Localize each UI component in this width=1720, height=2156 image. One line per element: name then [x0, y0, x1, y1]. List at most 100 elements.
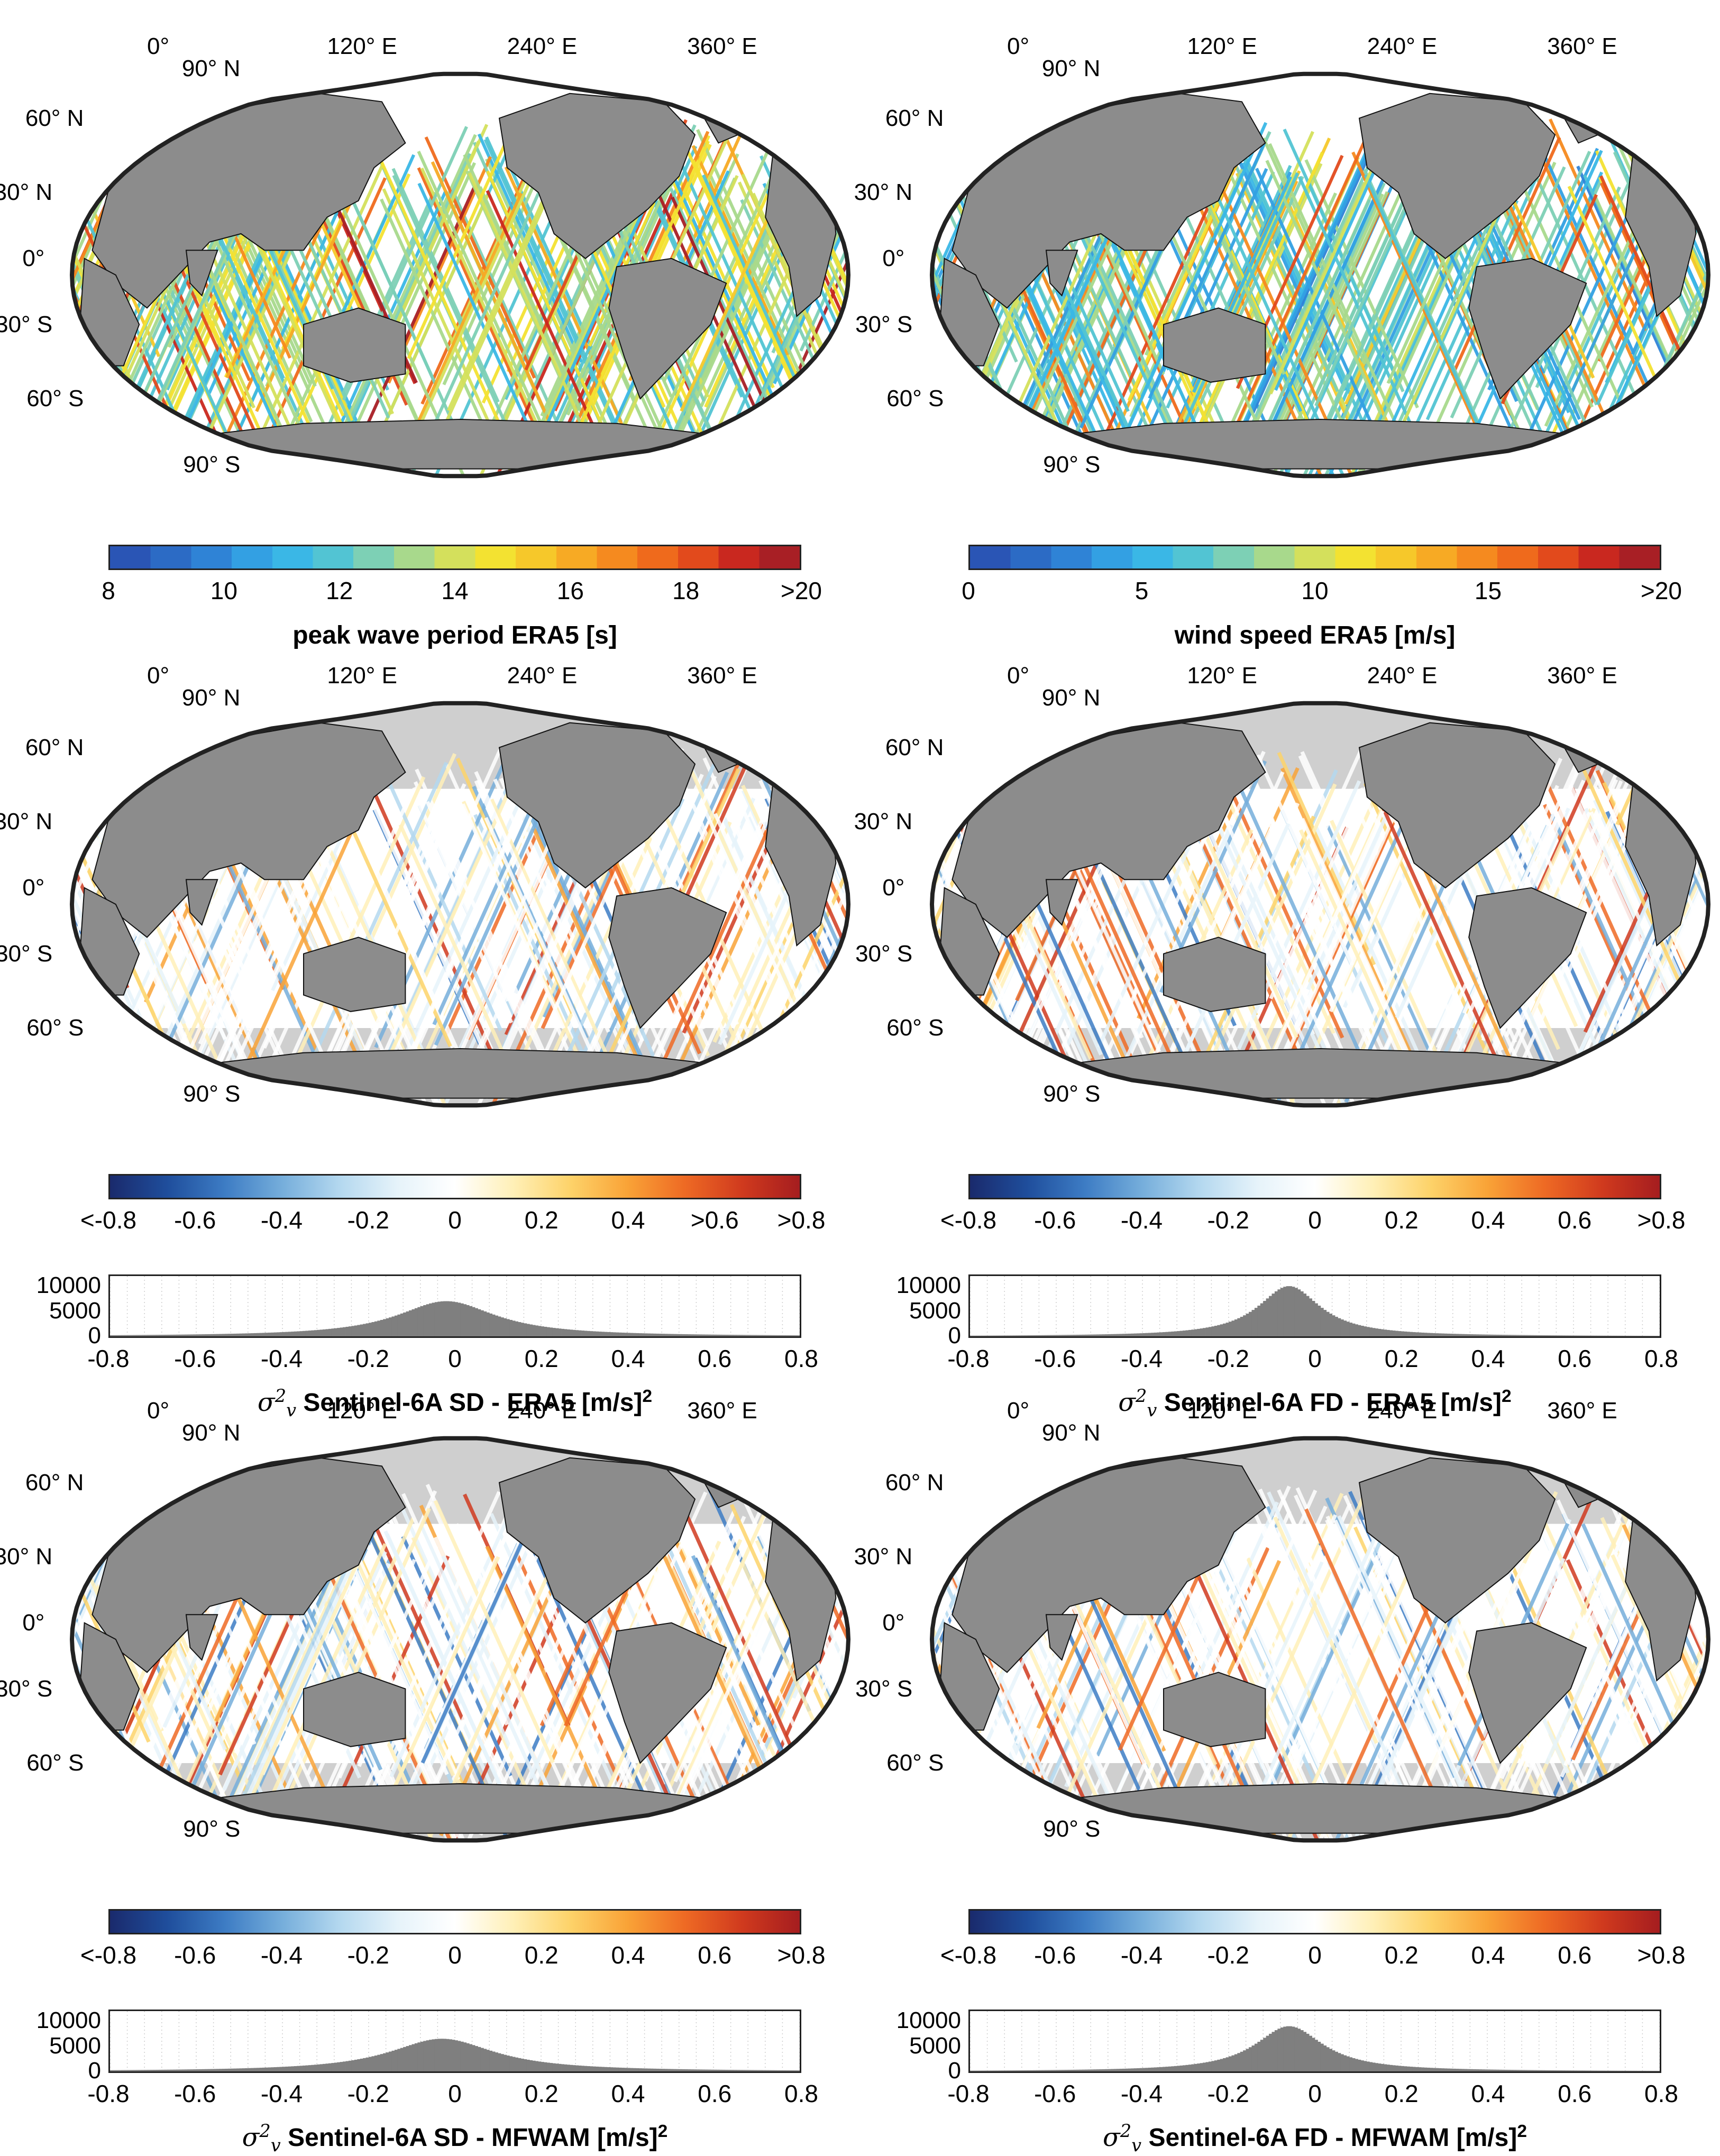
histogram-bar	[1406, 2066, 1410, 2071]
histogram-bar	[990, 1335, 993, 1336]
continent-2	[1045, 879, 1078, 926]
histogram-x-tick: -0.8	[947, 1345, 990, 1372]
histogram-bar	[719, 2069, 722, 2071]
histogram-bar	[612, 2067, 616, 2071]
histogram-bar	[612, 1332, 616, 1336]
histogram-bar	[303, 2065, 306, 2071]
histogram-bar	[1522, 2070, 1525, 2071]
histogram-bar	[754, 2070, 757, 2071]
histogram-x-tick: 0.4	[1471, 2080, 1505, 2107]
histogram-bar	[1332, 1315, 1335, 1336]
histogram-bar	[1303, 1293, 1307, 1336]
histogram-bar	[1524, 2070, 1528, 2071]
histogram-bar	[797, 1335, 800, 1336]
histogram-bar	[515, 2057, 518, 2071]
histogram-bar	[273, 1332, 277, 1336]
histogram-bar	[365, 2057, 369, 2071]
histogram-bar	[1211, 1326, 1215, 1336]
histogram-bar	[1067, 1335, 1071, 1336]
colorbar-tick-label: >0.8	[1637, 1206, 1686, 1234]
histogram-bar	[1366, 1327, 1370, 1336]
histogram-bar	[1254, 2043, 1258, 2071]
latitude-label: 60° S	[26, 386, 84, 411]
histogram-bar	[1550, 1335, 1554, 1336]
histogram-bar	[1570, 1335, 1574, 1336]
histogram-bar	[1576, 1335, 1580, 1336]
histogram-bar	[1412, 2067, 1416, 2071]
histogram-bar	[265, 2067, 269, 2071]
histogram-bar	[1015, 1335, 1019, 1336]
histogram-bar	[245, 2068, 249, 2071]
latitude-label: 30° S	[855, 311, 913, 337]
histogram-c	[108, 1274, 801, 1338]
histogram-bar	[285, 1332, 289, 1336]
histogram-bar	[434, 1302, 438, 1336]
histogram-bar	[598, 2067, 602, 2071]
histogram-bar	[363, 2058, 366, 2071]
histogram-bar	[288, 2066, 291, 2071]
histogram-bar	[434, 2039, 438, 2071]
continent-2	[1045, 250, 1078, 297]
histogram-bar	[1447, 2068, 1450, 2071]
histogram-bar	[673, 1334, 676, 1336]
track	[680, 193, 781, 412]
histogram-bar	[305, 1331, 309, 1336]
histogram-bar	[734, 1335, 737, 1336]
track	[1197, 820, 1298, 1039]
histogram-bar	[520, 1323, 524, 1336]
histogram-bar	[1502, 2069, 1505, 2071]
histogram-bar	[443, 1301, 447, 1336]
histogram-bar	[1435, 2068, 1439, 2071]
histogram-bar	[139, 2070, 142, 2071]
histogram-bar	[222, 2069, 225, 2071]
histogram-bar	[222, 1334, 225, 1336]
histogram-bar	[644, 2068, 648, 2071]
map-frame	[69, 71, 851, 479]
histogram-bar	[291, 2066, 295, 2071]
track	[1452, 1552, 1618, 1841]
histogram-bar	[1504, 1335, 1508, 1336]
histogram-bar	[621, 2068, 625, 2071]
histogram-bar	[765, 2070, 768, 2071]
histogram-bar	[1277, 2029, 1281, 2071]
histogram-bar	[627, 2068, 630, 2071]
histogram-bar	[630, 2068, 634, 2071]
histogram-bar	[1183, 2065, 1186, 2071]
latitude-label: 30° S	[0, 940, 53, 967]
histogram-bar	[1504, 2069, 1508, 2071]
histogram-bar	[1231, 2055, 1235, 2071]
histogram-bar	[1565, 2070, 1568, 2071]
histogram-bar	[113, 2070, 116, 2071]
histogram-bar	[564, 1329, 568, 1336]
longitude-label: 240° E	[507, 33, 578, 59]
longitude-label: 360° E	[687, 663, 757, 689]
histogram-bar	[1444, 1333, 1448, 1336]
histogram-bar	[391, 2050, 395, 2071]
histogram-bar	[1122, 1334, 1126, 1336]
track	[266, 1543, 387, 1806]
histogram-x-tick: 0.4	[611, 2080, 645, 2107]
histogram-bar	[1223, 2058, 1226, 2071]
histogram-bar	[705, 1334, 708, 1336]
colorbar-tick-label: <-0.8	[80, 1206, 137, 1234]
histogram-bar	[1470, 2069, 1474, 2071]
histogram-bar	[1015, 2070, 1019, 2071]
latitude-label: 0°	[22, 245, 45, 271]
histogram-bar	[475, 2046, 478, 2071]
histogram-bar	[1398, 1331, 1402, 1336]
latitude-label: 90° N	[181, 685, 241, 711]
histogram-bar	[676, 2069, 680, 2071]
colorbar-tick-label: >20	[1640, 577, 1682, 604]
histogram-bar	[725, 2070, 728, 2071]
track	[1357, 1562, 1526, 1841]
histogram-bar	[279, 1332, 283, 1336]
histogram-bar	[458, 2041, 461, 2071]
colorbar-tick-label: -0.6	[1034, 1206, 1076, 1234]
histogram-bar	[495, 1315, 498, 1336]
histogram-bar	[1168, 1332, 1172, 1336]
histogram-x-tick: -0.4	[1120, 2080, 1163, 2107]
longitude-label: 120° E	[327, 33, 397, 59]
histogram-bar	[219, 2069, 223, 2071]
histogram-bar	[1225, 2057, 1229, 2071]
histogram-bar	[113, 1335, 116, 1336]
